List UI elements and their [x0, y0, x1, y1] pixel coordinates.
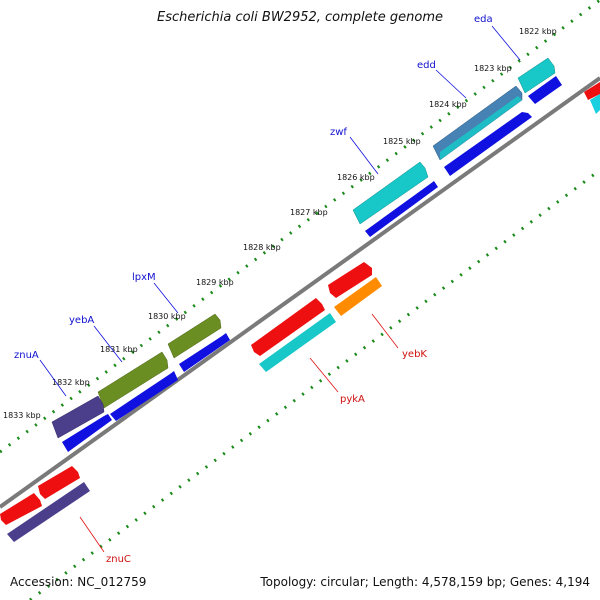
gene-label-yebK: yebK [402, 349, 427, 360]
gene-labels: eda edd zwf lpxM yebA znuA yebK pykA znu… [14, 14, 493, 565]
cds-forward[interactable] [110, 371, 178, 421]
reverse-feature-lane [0, 82, 600, 542]
genome-backbone [0, 76, 600, 509]
cds-forward[interactable] [365, 181, 438, 237]
forward-feature-lane [51, 57, 556, 439]
gene-label-znuA: znuA [14, 350, 39, 361]
gene-yebK[interactable] [334, 277, 382, 316]
gene-label-yebA: yebA [69, 315, 94, 326]
tick-label: 1824 kbp [429, 100, 467, 109]
tick-label: 1829 kbp [196, 278, 234, 287]
gene-red-edge[interactable] [584, 82, 600, 100]
gene-red-d[interactable] [0, 493, 42, 525]
tick-label: 1833 kbp [3, 411, 41, 420]
gene-edd-overlay [440, 96, 522, 160]
tick-label: 1822 kbp [519, 27, 557, 36]
cds-forward[interactable] [62, 414, 112, 452]
gene-label-lpxM: lpxM [132, 272, 156, 283]
accession-label: Accession: NC_012759 [10, 575, 147, 589]
gene-label-zwf: zwf [330, 127, 347, 138]
tick-label: 1825 kbp [383, 137, 421, 146]
gene-label-edd: edd [417, 60, 436, 71]
outer-tick-track [0, 0, 600, 454]
gene-zwf[interactable] [352, 161, 429, 225]
cds-forward[interactable] [528, 76, 562, 104]
label-connectors [39, 25, 521, 553]
gene-lpxM[interactable] [167, 313, 222, 359]
tick-label: 1828 kbp [243, 243, 281, 252]
gene-label-pykA: pykA [340, 394, 365, 405]
gene-znuC[interactable] [7, 482, 90, 542]
tick-label: 1832 kbp [52, 378, 90, 387]
topology-label: Topology: circular; Length: 4,578,159 bp… [260, 575, 590, 589]
gene-red-a[interactable] [328, 262, 372, 298]
cds-forward[interactable] [590, 94, 600, 114]
tick-label: 1831 kbp [100, 345, 138, 354]
inner-tick-track [29, 168, 600, 600]
forward-strand-lane [62, 76, 600, 452]
gene-znuA[interactable] [51, 395, 105, 439]
tick-label: 1823 kbp [474, 64, 512, 73]
tick-label: 1826 kbp [337, 173, 375, 182]
tick-label: 1827 kbp [290, 208, 328, 217]
gene-red-c[interactable] [38, 466, 80, 499]
tick-labels: 1822 kbp 1823 kbp 1824 kbp 1825 kbp 1826… [3, 27, 557, 420]
cds-forward[interactable] [444, 112, 532, 176]
gene-label-eda: eda [474, 14, 493, 25]
gene-eda[interactable] [517, 57, 556, 94]
tick-label: 1830 kbp [148, 312, 186, 321]
gene-red-b[interactable] [251, 298, 325, 356]
cds-forward[interactable] [179, 333, 230, 372]
map-title: Escherichia coli BW2952, complete genome [157, 10, 443, 25]
gene-label-znuC: znuC [106, 554, 131, 565]
gene-pykA[interactable] [259, 313, 336, 372]
